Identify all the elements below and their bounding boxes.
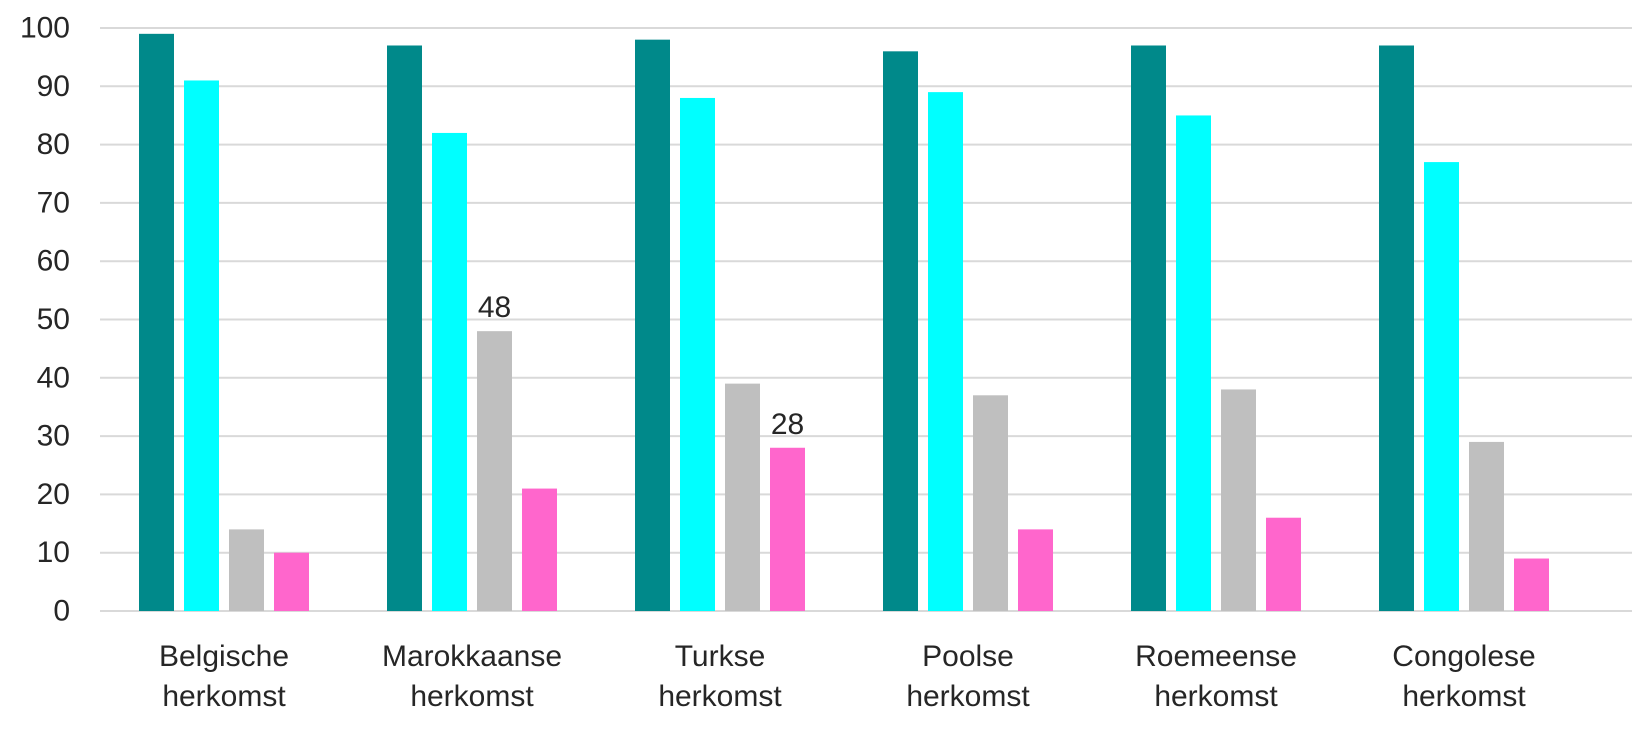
x-category-label: Marokkaanse herkomst bbox=[382, 640, 562, 713]
y-tick-label: 10 bbox=[37, 536, 70, 569]
bar bbox=[1424, 162, 1459, 611]
bar bbox=[973, 395, 1008, 611]
data-labels: 48 28 bbox=[478, 291, 804, 441]
x-category-label-line: herkomst bbox=[410, 680, 534, 713]
bar bbox=[387, 45, 422, 612]
x-category-label-line: Belgische bbox=[159, 640, 289, 673]
x-category-label-line: herkomst bbox=[162, 680, 286, 713]
y-tick-label: 50 bbox=[37, 303, 70, 336]
bar bbox=[1176, 115, 1211, 611]
bar bbox=[680, 97, 715, 611]
y-tick-label: 20 bbox=[37, 478, 70, 511]
y-tick-label: 90 bbox=[37, 70, 70, 103]
x-category-label: Turkse herkomst bbox=[658, 640, 782, 713]
y-tick-label: 70 bbox=[37, 186, 70, 219]
y-tick-label: 40 bbox=[37, 361, 70, 394]
bar bbox=[635, 39, 670, 612]
bar bbox=[1266, 517, 1301, 611]
x-category-label-line: Turkse bbox=[675, 640, 766, 673]
y-tick-label: 60 bbox=[37, 245, 70, 278]
bar bbox=[770, 447, 805, 611]
bar bbox=[139, 33, 174, 611]
x-category-label-line: Poolse bbox=[922, 640, 1014, 673]
bar bbox=[184, 80, 219, 612]
x-category-label-line: herkomst bbox=[906, 680, 1030, 713]
bar bbox=[883, 51, 918, 611]
x-category-label-line: Congolese bbox=[1392, 640, 1535, 673]
x-category-label-line: herkomst bbox=[1154, 680, 1278, 713]
bar bbox=[725, 383, 760, 611]
data-label: 28 bbox=[771, 408, 804, 441]
x-category-label-line: Marokkaanse bbox=[382, 640, 562, 673]
bar bbox=[1221, 389, 1256, 611]
bar bbox=[1469, 441, 1504, 611]
bar bbox=[477, 331, 512, 611]
x-category-label: Poolse herkomst bbox=[906, 640, 1030, 713]
x-category-label-line: herkomst bbox=[658, 680, 782, 713]
x-category-label: Belgische herkomst bbox=[159, 640, 289, 713]
x-category-label: Roemeense herkomst bbox=[1135, 640, 1297, 713]
bar bbox=[229, 529, 264, 611]
bar bbox=[1514, 558, 1549, 611]
data-label: 48 bbox=[478, 291, 511, 324]
y-axis-tick-labels: 0 10 20 30 40 50 60 70 80 90 100 bbox=[20, 12, 70, 628]
y-tick-label: 30 bbox=[37, 420, 70, 453]
y-tick-label: 0 bbox=[53, 595, 70, 628]
x-category-label-line: herkomst bbox=[1402, 680, 1526, 713]
bar bbox=[1018, 529, 1053, 611]
x-category-label-line: Roemeense bbox=[1135, 640, 1297, 673]
gridlines bbox=[100, 27, 1632, 612]
bars bbox=[139, 33, 1549, 612]
bar bbox=[1131, 45, 1166, 612]
y-tick-label: 100 bbox=[20, 12, 70, 45]
bar bbox=[928, 92, 963, 611]
x-category-label: Congolese herkomst bbox=[1392, 640, 1535, 713]
bar bbox=[274, 552, 309, 611]
bar bbox=[1379, 45, 1414, 612]
bar bbox=[432, 132, 467, 611]
bar bbox=[522, 488, 557, 611]
y-tick-label: 80 bbox=[37, 128, 70, 161]
